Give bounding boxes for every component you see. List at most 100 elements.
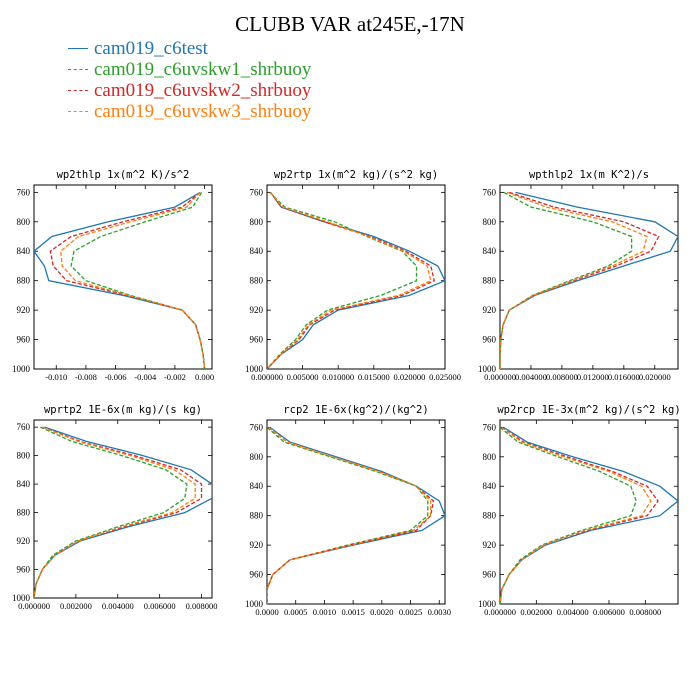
x-tick-label: 0.002000 — [60, 601, 92, 611]
panel-title: wp2thlp 1x(m^2 K)/s^2 — [57, 169, 190, 181]
y-tick-label: 1000 — [245, 364, 264, 374]
y-tick-label: 840 — [250, 481, 264, 491]
x-tick-label: 0.004000 — [102, 601, 134, 611]
x-tick-label: 0.006000 — [593, 607, 625, 617]
y-tick-label: 840 — [17, 246, 31, 256]
panel: wp2rtp 1x(m^2 kg)/(s^2 kg) 1000 960 920 880 8… — [245, 169, 461, 382]
plot-frame — [266, 419, 446, 605]
panel: wprtp2 1E-6x(m kg)/(s kg) 1000 960 920 880 84… — [12, 404, 217, 611]
legend-label: cam019_c6uvskw2_shrbuoy — [94, 80, 312, 101]
x-tick-label: 0.000000 — [18, 601, 50, 611]
series-line — [500, 191, 660, 369]
x-tick-label: 0.008000 — [186, 601, 218, 611]
y-tick-label: 880 — [17, 276, 31, 286]
panel: wp2thlp 1x(m^2 K)/s^2 1000 960 920 880 840 800… — [12, 169, 214, 382]
y-tick-label: 960 — [250, 335, 264, 345]
x-tick-label: 0.020000 — [393, 372, 425, 382]
y-tick-label: 800 — [250, 452, 264, 462]
y-tick-label: 880 — [483, 276, 497, 286]
series-line — [267, 191, 432, 369]
y-tick-label: 920 — [483, 540, 497, 550]
y-tick-label: 800 — [17, 217, 31, 227]
y-tick-label: 960 — [483, 570, 497, 580]
y-tick-label: 840 — [250, 246, 264, 256]
series-line — [267, 426, 445, 604]
series-line — [34, 426, 196, 598]
series-line — [500, 191, 633, 369]
x-tick-label: 0.000000 — [484, 607, 516, 617]
y-tick-label: 760 — [483, 422, 497, 432]
y-tick-label: 1000 — [12, 364, 31, 374]
legend-swatch — [68, 111, 88, 112]
panel-title: wp2rcp 1E-3x(m^2 kg)/(s^2 kg) — [497, 404, 680, 416]
series-line — [34, 191, 206, 369]
x-tick-label: -0.002 — [164, 372, 186, 382]
y-tick-label: 960 — [250, 570, 264, 580]
y-tick-label: 1000 — [478, 364, 497, 374]
y-tick-label: 920 — [483, 305, 497, 315]
x-tick-label: 0.006000 — [144, 601, 176, 611]
y-tick-label: 880 — [483, 511, 497, 521]
series-line — [500, 426, 652, 604]
y-tick-label: 920 — [250, 540, 264, 550]
series-line — [34, 426, 188, 598]
series-line — [60, 191, 206, 369]
panel-title: wp2rtp 1x(m^2 kg)/(s^2 kg) — [274, 169, 438, 181]
x-tick-label: 0.000000 — [251, 372, 283, 382]
panel: rcp2 1E-6x(kg^2)/(kg^2) 1000 960 920 880 840 8… — [245, 404, 451, 617]
x-tick-label: -0.004 — [134, 372, 157, 382]
plot-frame — [266, 184, 446, 370]
y-tick-label: 800 — [483, 452, 497, 462]
series-line — [70, 192, 206, 369]
figure-title: CLUBB VAR at245E,-17N — [235, 12, 465, 36]
x-tick-label: 0.008000 — [629, 607, 661, 617]
legend-swatch — [68, 48, 88, 49]
y-tick-label: 840 — [17, 479, 31, 489]
x-tick-label: 0.000 — [195, 372, 214, 382]
series-line — [500, 191, 678, 369]
x-tick-label: 0.008000 — [546, 372, 578, 382]
panel: wp2rcp 1E-3x(m^2 kg)/(s^2 kg) 1000 960 920 8… — [478, 404, 681, 617]
y-tick-label: 880 — [17, 508, 31, 518]
plot-frame — [33, 184, 213, 370]
x-tick-label: 0.000000 — [484, 372, 516, 382]
x-tick-label: 0.0005 — [284, 607, 307, 617]
y-tick-label: 960 — [483, 335, 497, 345]
y-tick-label: 1000 — [12, 593, 31, 603]
x-tick-label: 0.010000 — [322, 372, 354, 382]
y-tick-label: 1000 — [478, 599, 497, 609]
legend-label: cam019_c6uvskw1_shrbuoy — [94, 59, 312, 80]
x-tick-label: 0.020000 — [639, 372, 671, 382]
x-tick-label: 0.0020 — [370, 607, 393, 617]
x-tick-label: 0.004000 — [557, 607, 589, 617]
y-tick-label: 760 — [17, 187, 31, 197]
legend-entry: cam019_c6uvskw2_shrbuoy — [68, 80, 311, 101]
y-tick-label: 760 — [250, 422, 264, 432]
series-line — [500, 191, 648, 369]
x-tick-label: 0.0030 — [428, 607, 451, 617]
x-tick-label: -0.006 — [105, 372, 127, 382]
x-tick-label: 0.025000 — [429, 372, 461, 382]
y-tick-label: 760 — [17, 422, 31, 432]
legend-label: cam019_c6uvskw3_shrbuoy — [94, 101, 312, 122]
x-tick-label: -0.008 — [75, 372, 97, 382]
series-line — [267, 191, 418, 369]
plot-frame — [499, 419, 679, 605]
panel-title: wpthlp2 1x(m K^2)/s — [529, 169, 649, 181]
x-tick-label: 0.0000 — [255, 607, 278, 617]
legend-swatch — [68, 69, 88, 70]
plot-frame — [499, 184, 679, 370]
legend-swatch — [68, 90, 88, 91]
series-line — [267, 426, 432, 604]
y-tick-label: 920 — [17, 536, 31, 546]
panel: wpthlp2 1x(m K^2)/s 1000 960 920 880 840 800 76… — [478, 169, 679, 382]
x-tick-label: 0.0025 — [399, 607, 422, 617]
y-tick-label: 800 — [250, 217, 264, 227]
legend: cam019_c6test cam019_c6uvskw1_shrbuoy cam0… — [68, 38, 311, 122]
plot-frame — [33, 419, 213, 599]
series-line — [49, 191, 206, 369]
y-tick-label: 920 — [250, 305, 264, 315]
series-line — [500, 426, 678, 604]
x-tick-label: 0.005000 — [287, 372, 319, 382]
